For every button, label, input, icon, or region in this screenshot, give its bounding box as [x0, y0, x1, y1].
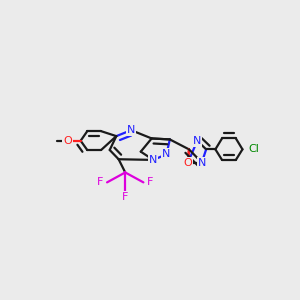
Text: O: O [184, 158, 192, 167]
Text: O: O [63, 136, 72, 146]
Text: N: N [149, 155, 158, 165]
Text: N: N [193, 136, 201, 146]
Text: N: N [127, 125, 135, 135]
Text: N: N [198, 158, 206, 167]
Text: F: F [147, 177, 154, 188]
Text: F: F [97, 177, 103, 188]
Text: N: N [162, 149, 171, 159]
Text: F: F [122, 192, 128, 202]
Text: Cl: Cl [248, 144, 259, 154]
